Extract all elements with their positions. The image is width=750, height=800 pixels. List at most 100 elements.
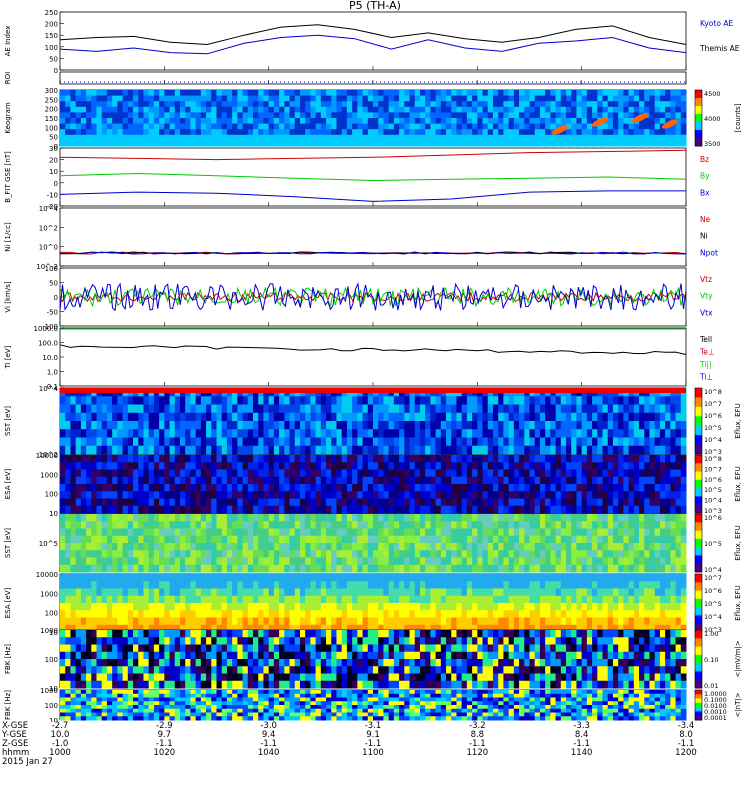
heatmap-cell [592,550,598,558]
heatmap-cell [670,535,677,544]
heatmap-cell [133,95,139,102]
heatmap-cell [680,101,687,108]
heatmap-cell [159,129,165,136]
heatmap-cell [315,610,322,618]
heatmap-cell [654,535,661,544]
heatmap-cell [289,421,296,430]
heatmap-cell [294,118,301,125]
heatmap-cell [117,484,124,492]
heatmap-cell [555,421,562,430]
heatmap-cell [539,476,546,485]
heatmap-cell [665,437,671,447]
heatmap-cell [86,412,92,422]
panel-frame [59,327,687,387]
heatmap-cell [644,462,650,470]
heatmap-cell [419,455,426,463]
heatmap-cell [284,437,291,447]
heatmap-cell [148,106,155,113]
heatmap-cell [425,455,431,463]
heatmap-cell [545,90,551,97]
heatmap-cell [65,574,71,582]
heatmap-cell [581,505,588,514]
heatmap-cell [331,404,337,414]
heatmap-cell [216,429,223,438]
heatmap-cell [513,396,520,405]
y-tick-label: 100 [45,265,58,273]
heatmap-cell [466,90,473,97]
heatmap-cell [216,550,223,558]
heatmap-cell [122,445,129,455]
heatmap-cell [336,469,343,478]
heatmap-cell [91,484,98,492]
heatmap-cell [226,396,233,405]
heatmap-cell [247,595,254,604]
heatmap-cell [237,445,244,455]
legend-entry: Kyoto AE [700,19,733,28]
heatmap-cell [232,484,238,492]
heatmap-cell [472,574,478,582]
heatmap-cell [456,595,463,604]
heatmap-cell [461,101,468,108]
heatmap-cell [430,396,437,405]
heatmap-cell [60,610,66,618]
heatmap-cell [242,476,249,485]
heatmap-cell [409,588,416,597]
heatmap-cell [419,521,426,529]
heatmap-cell [649,505,656,514]
heatmap-cell [80,617,87,626]
heatmap-cell [258,129,264,136]
heatmap-cell [148,404,155,414]
heatmap-cell [148,140,155,147]
heatmap-cell [618,476,624,485]
heatmap-cell [289,550,296,558]
heatmap-cell [284,134,291,141]
heatmap-cell [242,498,249,507]
heatmap-cell [336,129,343,136]
heatmap-cell [80,624,87,633]
heatmap-cell [179,95,186,102]
heatmap-cell [425,118,431,125]
heatmap-cell [477,129,484,136]
heatmap-cell [346,610,353,618]
heatmap-cell [659,134,666,141]
heatmap-cell [419,396,426,405]
heatmap-cell [310,603,317,611]
heatmap-cell [336,528,343,537]
heatmap-cell [623,118,630,125]
heatmap-cell [597,505,604,514]
heatmap-cell [289,404,296,414]
heatmap-cell [367,521,374,529]
heatmap-cell [179,528,186,537]
heatmap-cell [513,112,520,119]
heatmap-cell [185,421,191,430]
heatmap-cell [357,90,364,97]
heatmap-cell [346,528,353,537]
heatmap-cell [503,476,510,485]
heatmap-cell [503,498,510,507]
heatmap-cell [404,514,411,522]
heatmap-cell [566,396,572,405]
heatmap-cell [623,437,630,447]
heatmap-cell [320,550,327,558]
heatmap-cell [482,505,489,514]
heatmap-cell [310,581,317,589]
heatmap-cell [675,118,682,125]
heatmap-cell [143,101,150,108]
heatmap-cell [680,134,687,141]
heatmap-cell [482,550,489,558]
heatmap-cell [373,469,379,478]
heatmap-cell [357,588,364,597]
heatmap-cell [602,462,609,470]
heatmap-cell [534,514,541,522]
heatmap-cell [80,437,87,447]
heatmap-cell [133,505,139,514]
heatmap-cell [539,535,546,544]
heatmap-cell [80,134,87,141]
heatmap-cell [534,557,541,566]
colorbar-tick-label: 10^6 [704,514,722,522]
heatmap-cell [373,404,379,414]
heatmap-cell [560,445,567,455]
heatmap-cell [456,557,463,566]
heatmap-cell [581,118,588,125]
heatmap-cell [550,429,557,438]
